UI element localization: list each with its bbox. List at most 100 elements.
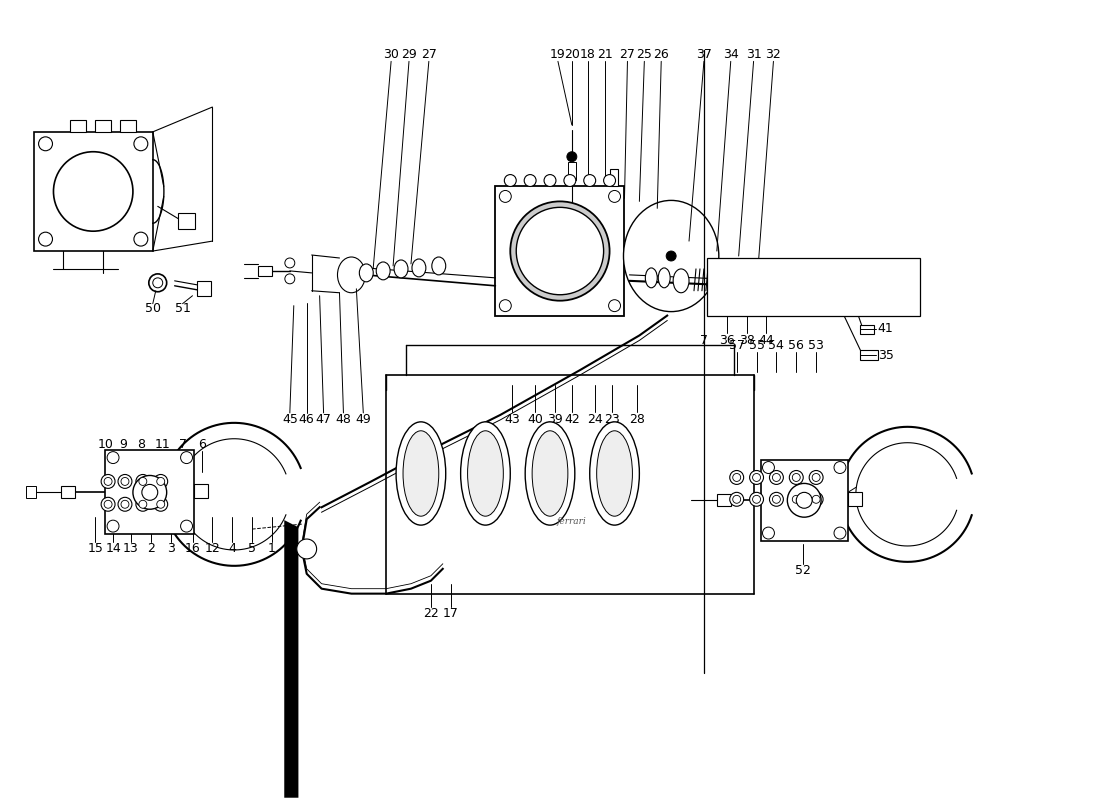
- Bar: [860, 296, 878, 306]
- Bar: [860, 325, 873, 334]
- Text: 76626: 76626: [847, 286, 904, 305]
- Circle shape: [729, 470, 744, 485]
- Circle shape: [139, 478, 146, 486]
- Text: 53: 53: [808, 339, 824, 352]
- Text: 24: 24: [586, 414, 603, 426]
- Circle shape: [104, 478, 112, 486]
- Text: 12: 12: [205, 542, 220, 555]
- Text: 31: 31: [746, 48, 761, 61]
- Bar: [495, 186, 625, 315]
- Ellipse shape: [468, 430, 504, 516]
- Text: 27: 27: [619, 48, 636, 61]
- Ellipse shape: [432, 257, 446, 275]
- Ellipse shape: [646, 268, 658, 288]
- Circle shape: [142, 485, 157, 500]
- Circle shape: [516, 207, 604, 294]
- Circle shape: [752, 495, 760, 503]
- Circle shape: [118, 498, 132, 511]
- Text: 20: 20: [564, 48, 580, 61]
- Text: 22: 22: [424, 607, 439, 620]
- Bar: [258, 266, 272, 276]
- Circle shape: [733, 474, 740, 482]
- Circle shape: [790, 470, 803, 485]
- Text: 7: 7: [700, 334, 708, 347]
- Circle shape: [104, 500, 112, 508]
- Circle shape: [297, 539, 317, 559]
- Circle shape: [770, 470, 783, 485]
- Circle shape: [667, 251, 676, 261]
- Text: 6: 6: [198, 438, 207, 451]
- Text: 17: 17: [443, 607, 459, 620]
- Circle shape: [133, 475, 167, 510]
- Text: 46: 46: [299, 414, 315, 426]
- Ellipse shape: [360, 264, 373, 282]
- Text: 54: 54: [769, 339, 784, 352]
- Circle shape: [564, 174, 575, 186]
- Bar: [106, 450, 195, 534]
- Text: 4: 4: [229, 542, 236, 555]
- Circle shape: [772, 495, 780, 503]
- Circle shape: [121, 478, 129, 486]
- Ellipse shape: [760, 268, 772, 288]
- Text: 35: 35: [878, 349, 893, 362]
- Bar: [25, 486, 35, 498]
- Circle shape: [504, 174, 516, 186]
- Ellipse shape: [396, 422, 446, 525]
- Text: From  car no.: From car no.: [760, 290, 834, 301]
- Text: 57: 57: [728, 339, 745, 352]
- Ellipse shape: [403, 430, 439, 516]
- Bar: [717, 494, 730, 506]
- Bar: [195, 485, 208, 498]
- Text: 29: 29: [402, 48, 417, 61]
- Circle shape: [749, 470, 763, 485]
- Text: 41: 41: [878, 322, 893, 335]
- Circle shape: [802, 280, 814, 292]
- Text: 33: 33: [878, 294, 893, 307]
- Text: 25: 25: [637, 48, 652, 61]
- Text: 7: 7: [178, 438, 187, 451]
- Bar: [860, 350, 878, 360]
- Text: 19: 19: [550, 48, 565, 61]
- Circle shape: [136, 474, 150, 488]
- Text: 11: 11: [155, 438, 170, 451]
- Ellipse shape: [673, 269, 689, 293]
- Circle shape: [566, 152, 576, 162]
- Circle shape: [157, 500, 165, 508]
- Bar: [609, 169, 617, 186]
- Text: 37: 37: [696, 48, 712, 61]
- Circle shape: [729, 492, 744, 506]
- Bar: [34, 132, 153, 251]
- Text: 48: 48: [336, 414, 351, 426]
- Text: 3: 3: [167, 542, 175, 555]
- Ellipse shape: [624, 200, 718, 312]
- Bar: [62, 486, 75, 498]
- Ellipse shape: [658, 268, 670, 288]
- Circle shape: [770, 492, 783, 506]
- Text: 10: 10: [97, 438, 113, 451]
- Text: 39: 39: [547, 414, 563, 426]
- Text: 52: 52: [795, 564, 811, 578]
- Circle shape: [422, 441, 440, 458]
- Text: 36: 36: [719, 334, 735, 347]
- Text: 44: 44: [759, 334, 774, 347]
- Circle shape: [812, 474, 821, 482]
- Circle shape: [157, 478, 165, 486]
- Text: 30: 30: [383, 48, 399, 61]
- Circle shape: [139, 500, 146, 508]
- Ellipse shape: [338, 257, 365, 293]
- Bar: [760, 459, 848, 541]
- Circle shape: [510, 202, 609, 301]
- Text: 2: 2: [147, 542, 155, 555]
- Bar: [177, 214, 196, 229]
- Text: 8: 8: [136, 438, 145, 451]
- Circle shape: [101, 498, 116, 511]
- Text: 42: 42: [564, 414, 580, 426]
- Text: 13: 13: [123, 542, 139, 555]
- Circle shape: [733, 495, 740, 503]
- Bar: [96, 120, 111, 132]
- Text: 51: 51: [175, 302, 190, 315]
- Text: 27: 27: [421, 48, 437, 61]
- Circle shape: [525, 174, 536, 186]
- Text: 47: 47: [316, 414, 331, 426]
- Circle shape: [749, 492, 763, 506]
